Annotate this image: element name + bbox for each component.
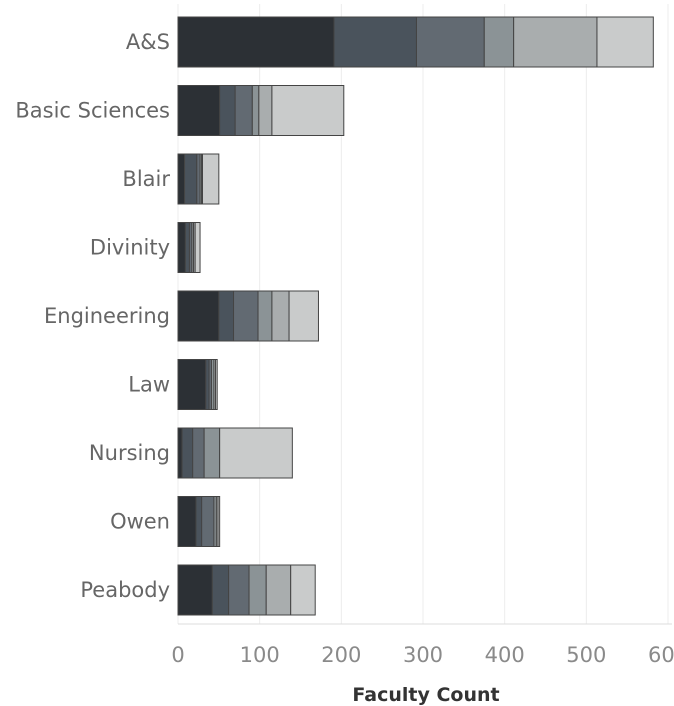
category-label: Engineering bbox=[44, 304, 170, 328]
x-tick-label: 200 bbox=[321, 643, 361, 667]
bar-segment bbox=[218, 290, 235, 342]
bar-segment bbox=[177, 359, 207, 410]
bar-segment bbox=[195, 496, 203, 547]
bar-segment bbox=[265, 564, 292, 616]
x-tick-label: 300 bbox=[403, 643, 443, 667]
bar-segment bbox=[177, 153, 186, 205]
category-label: Law bbox=[128, 373, 170, 397]
bar-segment bbox=[513, 16, 598, 68]
bar-segment bbox=[288, 290, 319, 342]
bar-segment bbox=[483, 16, 515, 68]
bar-segment bbox=[219, 427, 293, 479]
bar-segment bbox=[258, 85, 273, 136]
bar-segment bbox=[184, 153, 198, 205]
category-label: Divinity bbox=[90, 236, 170, 260]
bar-segment bbox=[248, 564, 267, 616]
category-label: Owen bbox=[110, 510, 170, 534]
bar-segment bbox=[177, 290, 220, 342]
bar-segment bbox=[215, 359, 218, 410]
bar-segment bbox=[234, 85, 253, 136]
bar-segment bbox=[181, 427, 194, 479]
x-tick-label: 400 bbox=[485, 643, 525, 667]
category-label: Basic Sciences bbox=[15, 99, 170, 123]
bar-segment bbox=[290, 564, 316, 616]
category-labels: A&S Basic Sciences Blair Divinity Engineerin… bbox=[15, 30, 170, 602]
category-label: Peabody bbox=[80, 578, 170, 602]
bar-segment bbox=[219, 85, 236, 136]
category-label: A&S bbox=[126, 30, 170, 54]
bar-segment bbox=[415, 16, 485, 68]
x-tick-label: 0 bbox=[171, 643, 184, 667]
bar-segment bbox=[177, 85, 221, 136]
x-tick-labels: 0 100 200 300 400 500 600 bbox=[171, 643, 674, 667]
x-tick-label: 100 bbox=[240, 643, 280, 667]
bar-segment bbox=[333, 16, 417, 68]
bar-segment bbox=[211, 564, 230, 616]
bar-segment bbox=[177, 564, 213, 616]
bar-segment bbox=[177, 427, 183, 479]
bar-segment bbox=[177, 16, 335, 68]
bar-segment bbox=[192, 427, 205, 479]
bar-segment bbox=[201, 496, 215, 547]
bar-segment bbox=[177, 222, 186, 273]
bar-segment bbox=[184, 222, 190, 273]
category-label: Nursing bbox=[89, 441, 170, 465]
x-axis-title: Faculty Count bbox=[352, 684, 499, 706]
bar-segment bbox=[257, 290, 273, 342]
bar-segment bbox=[194, 222, 201, 273]
bar-segment bbox=[233, 290, 259, 342]
bar-segment bbox=[202, 153, 220, 205]
bar-segment bbox=[228, 564, 250, 616]
bar-segment bbox=[203, 427, 221, 479]
bar-segment bbox=[271, 85, 345, 136]
bar-segment bbox=[271, 290, 290, 342]
x-tick-label: 500 bbox=[566, 643, 606, 667]
bar-segment bbox=[217, 496, 221, 547]
x-tick-label: 600 bbox=[648, 643, 674, 667]
bar-segment bbox=[177, 496, 197, 547]
category-label: Blair bbox=[122, 167, 170, 191]
bar-segment bbox=[596, 16, 654, 68]
bar-segment bbox=[251, 85, 260, 136]
bars bbox=[177, 16, 654, 616]
